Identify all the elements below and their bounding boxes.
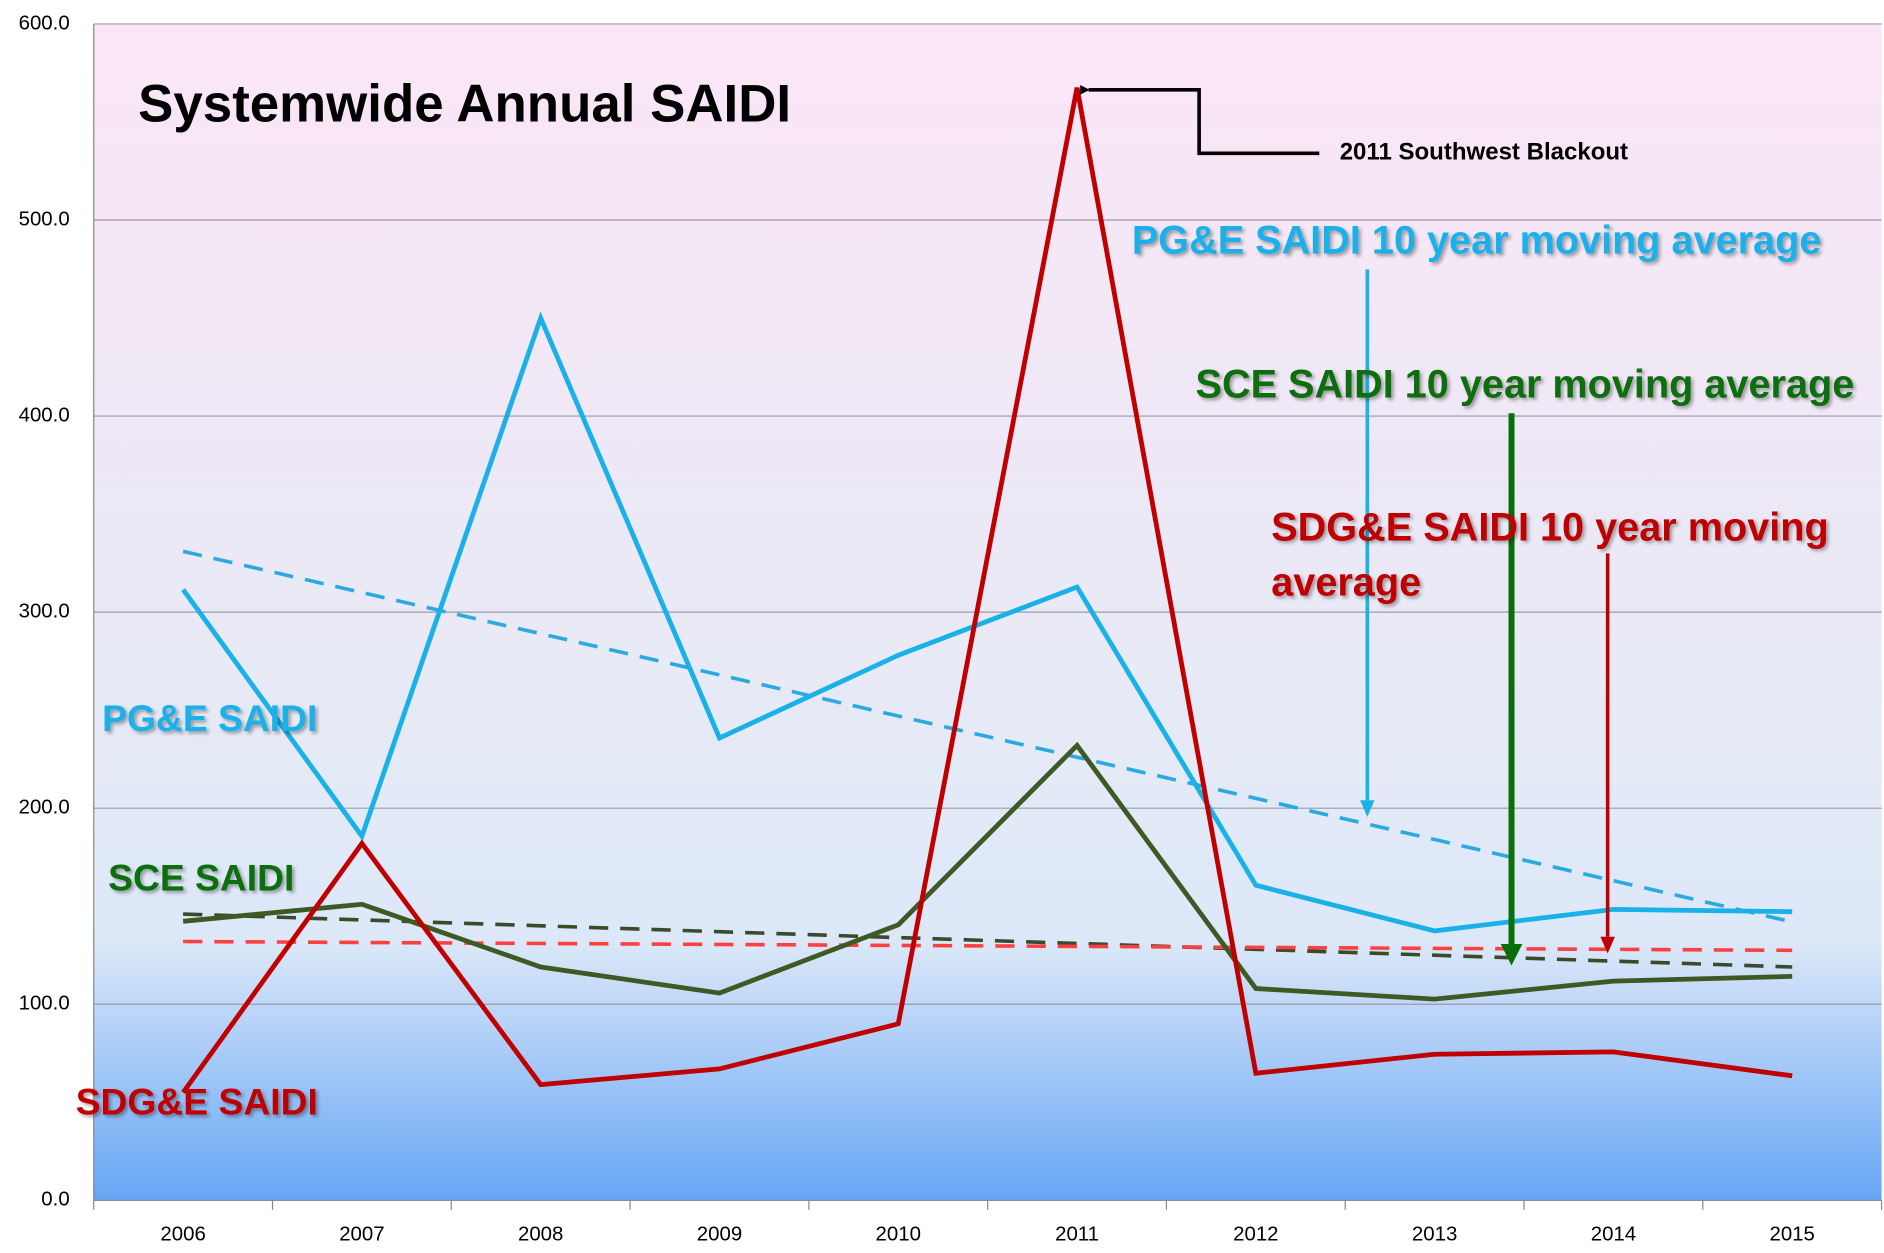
x-tick-label: 2011 [1055, 1223, 1099, 1245]
y-tick-label: 0.0 [41, 1189, 69, 1211]
series-labels: PG&E SAIDI SCE SAIDI SDG&E SAIDI PG&E SAIDI… [76, 219, 1855, 1123]
x-tick-label: 2015 [1770, 1223, 1815, 1245]
x-tick-label: 2013 [1412, 1223, 1457, 1245]
chart-title: Systemwide Annual SAIDI [138, 75, 791, 134]
annotation-arrow [1080, 85, 1320, 156]
y-tick-label: 500.0 [19, 208, 70, 230]
y-tick-label: 600.0 [19, 12, 70, 34]
x-tick-label: 2014 [1591, 1223, 1636, 1245]
x-tick-label: 2010 [876, 1223, 921, 1245]
x-tick-label: 2012 [1233, 1223, 1278, 1245]
series-label-box: SDG&E SAIDI 10 year moving average [1271, 504, 1829, 604]
series-label: SCE SAIDI [108, 856, 294, 898]
trend-line [183, 912, 1793, 969]
series-lines [181, 87, 1793, 1094]
series-line [181, 87, 1793, 1094]
series-line [181, 311, 1793, 934]
series-label: SDG&E SAIDI 10 year moving average [1271, 504, 1829, 604]
series-line [182, 741, 1793, 1002]
pointer-arrowhead [1360, 800, 1375, 817]
series-label: PG&E SAIDI 10 year moving average [1132, 219, 1822, 263]
annotation: 2011 Southwest Blackout [1340, 139, 1628, 166]
x-tick-label: 2009 [697, 1223, 742, 1245]
pointer-arrowhead [1600, 936, 1615, 954]
pointer-arrowhead [1500, 943, 1523, 966]
x-tick-label: 2008 [518, 1223, 563, 1245]
y-tick-label: 100.0 [19, 993, 70, 1015]
series-label: SDG&E SAIDI [76, 1080, 318, 1122]
y-tick-label: 300.0 [19, 601, 70, 623]
trend-line [182, 549, 1793, 924]
series-label: SCE SAIDI 10 year moving average [1196, 362, 1855, 406]
y-tick-label: 400.0 [19, 404, 70, 426]
x-tick-label: 2006 [160, 1223, 205, 1245]
y-tick-label: 200.0 [19, 797, 70, 819]
x-tick-label: 2007 [339, 1223, 384, 1245]
series-label: PG&E SAIDI [102, 697, 317, 739]
trend-line [183, 939, 1793, 953]
